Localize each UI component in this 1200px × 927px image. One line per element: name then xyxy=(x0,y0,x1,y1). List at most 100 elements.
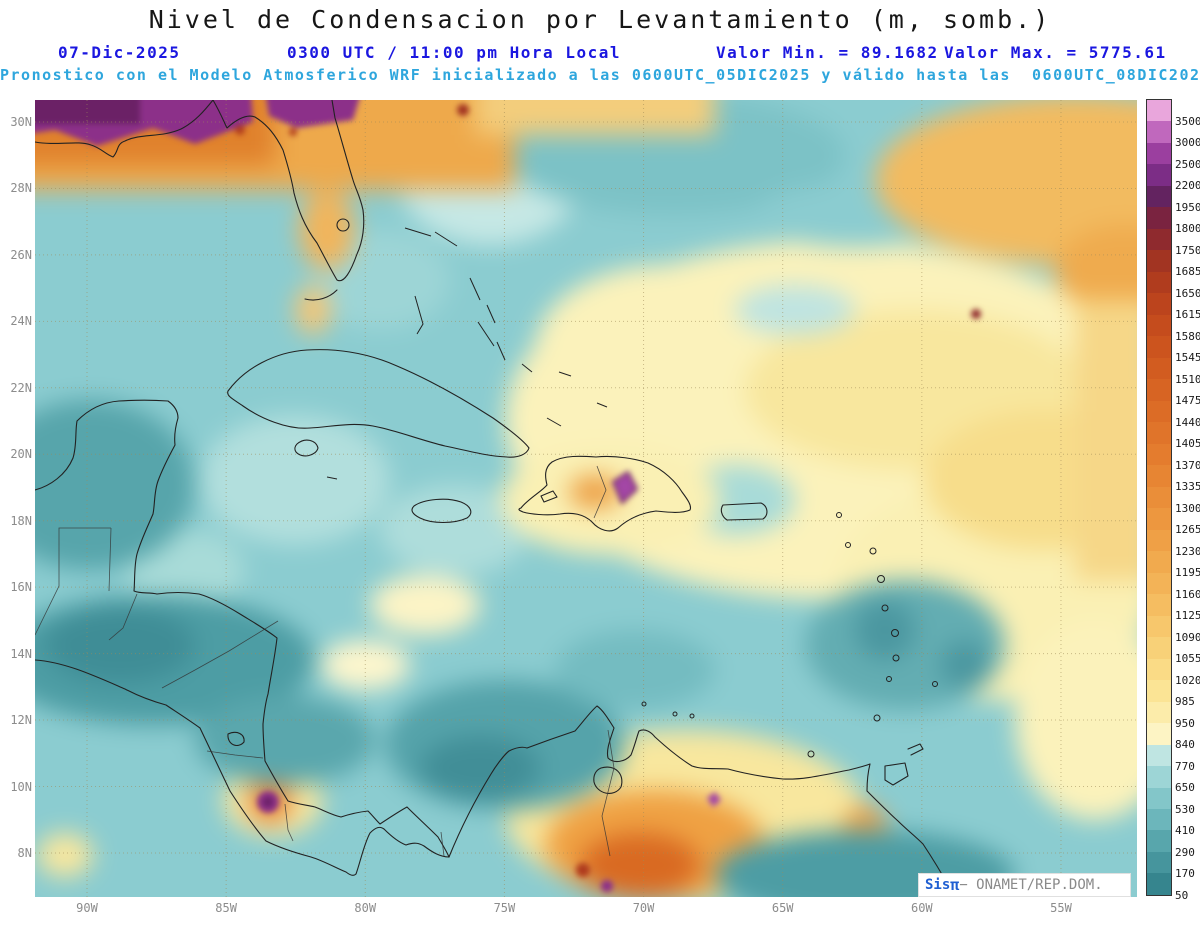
colorbar-level-label: 1230 xyxy=(1175,544,1200,558)
forecast-date: 07-Dic-2025 xyxy=(58,43,181,62)
colorbar-level-label: 1405 xyxy=(1175,437,1200,451)
colorbar-level-label: 950 xyxy=(1175,716,1195,730)
colorbar-level-label: 170 xyxy=(1175,867,1195,880)
colorbar-level-label: 1300 xyxy=(1175,501,1200,515)
colorbar-segment xyxy=(1147,508,1171,530)
longitude-tick-label: 80W xyxy=(354,901,377,915)
colorbar-level-label: 2500 xyxy=(1175,157,1200,171)
colorbar-segment xyxy=(1147,594,1171,616)
latitude-tick-label: 16N xyxy=(10,580,32,595)
watermark-agency: − ONAMET/REP.DOM. xyxy=(959,877,1103,893)
colorbar-level-label: 1335 xyxy=(1175,480,1200,494)
lcl-field-layer xyxy=(35,100,1137,897)
colorbar-segment xyxy=(1147,100,1171,122)
colorbar-segment xyxy=(1147,680,1171,702)
longitude-tick-label: 65W xyxy=(771,901,794,915)
colorbar-level-label: 1750 xyxy=(1175,243,1200,257)
latitude-tick-label: 18N xyxy=(10,513,32,528)
colorbar-level-label: 1545 xyxy=(1175,351,1200,365)
colorbar-level-label: 1265 xyxy=(1175,523,1200,537)
latitude-tick-label: 10N xyxy=(10,779,32,794)
colorbar-segment xyxy=(1147,336,1171,358)
colorbar-level-label: 1195 xyxy=(1175,566,1200,580)
colorbar-segment xyxy=(1147,379,1171,401)
colorbar-segment xyxy=(1147,551,1171,573)
value-max-label: Valor Max. = 5775.61 xyxy=(944,43,1167,62)
colorbar-segment xyxy=(1147,185,1171,208)
colorbar-segment xyxy=(1147,572,1171,595)
colorbar-labels: 3500 3000 2500 2200 1950 1800 1750 1685 1650 1615… xyxy=(1175,100,1200,902)
lcl-maxima-layer xyxy=(35,100,981,892)
colorbar-level-label: 3500 xyxy=(1175,114,1200,128)
islands-layer xyxy=(326,227,938,758)
colorbar-level-label: 985 xyxy=(1175,695,1195,709)
colorbar-level-label: 3000 xyxy=(1175,136,1200,150)
colorbar-segment xyxy=(1147,701,1171,724)
colorbar-segment xyxy=(1147,164,1171,186)
colorbar-level-label: 1055 xyxy=(1175,652,1200,666)
page-title: Nivel de Condensacion por Levantamiento … xyxy=(148,5,1052,34)
colorbar-segment xyxy=(1147,400,1171,423)
colorbar-level-label: 410 xyxy=(1175,824,1195,838)
colorbar-level-label: 1160 xyxy=(1175,587,1200,601)
model-run-label: Pronostico con el Modelo Atmosferico WRF… xyxy=(0,66,1200,84)
latitude-tick-label: 28N xyxy=(10,181,32,196)
colorbar-segment xyxy=(1147,465,1171,487)
colorbar-segment xyxy=(1147,529,1171,552)
watermark: Sis π − ONAMET/REP.DOM. xyxy=(918,873,1131,897)
colorbar-segment xyxy=(1147,851,1171,874)
colorbar-segment xyxy=(1147,486,1171,509)
colorbar-segment xyxy=(1147,314,1171,337)
colorbar-level-label: 1800 xyxy=(1175,222,1200,236)
colorbar-level-label: 1650 xyxy=(1175,286,1200,300)
colorbar-level-label: 2200 xyxy=(1175,179,1200,193)
latitude-tick-label: 24N xyxy=(10,314,32,329)
latitude-tick-label: 30N xyxy=(10,115,32,129)
colorbar-level-label: 50 xyxy=(1175,888,1189,902)
colorbar-segment xyxy=(1147,637,1171,659)
longitude-tick-label: 60W xyxy=(910,901,933,915)
borders-layer xyxy=(35,465,615,857)
latitude-tick-label: 8N xyxy=(17,845,32,860)
colorbar-level-label: 1510 xyxy=(1175,372,1200,386)
colorbar-segment xyxy=(1147,808,1171,831)
longitude-tick-label: 70W xyxy=(632,901,655,915)
colorbar-segment xyxy=(1147,357,1171,380)
longitude-tick-label: 55W xyxy=(1050,901,1072,915)
colorbar-segment xyxy=(1147,744,1171,767)
colorbar-segment xyxy=(1147,142,1171,165)
value-min-label: Valor Min. = 89.1682 xyxy=(716,43,939,62)
forecast-time: 0300 UTC / 11:00 pm Hora Local xyxy=(287,43,621,62)
longitude-tick-label: 85W xyxy=(215,901,237,915)
colorbar-level-label: 1370 xyxy=(1175,458,1200,472)
colorbar-segment xyxy=(1147,293,1171,315)
colorbar-segment xyxy=(1147,207,1171,229)
coastlines-layer xyxy=(35,100,963,897)
colorbar-segment xyxy=(1147,723,1171,745)
colorbar-segment xyxy=(1147,658,1171,681)
colorbar-level-label: 770 xyxy=(1175,759,1195,773)
colorbar-segment xyxy=(1147,121,1171,143)
colorbar-segment xyxy=(1147,830,1171,852)
colorbar-segment xyxy=(1147,271,1171,294)
colorbar-level-label: 1615 xyxy=(1175,308,1200,322)
latlon-grid xyxy=(35,100,1137,897)
colorbar-level-label: 1020 xyxy=(1175,673,1200,687)
pi-icon: π xyxy=(950,876,960,894)
longitude-tick-label: 90W xyxy=(76,901,98,915)
colorbar-level-label: 1685 xyxy=(1175,265,1200,279)
latitude-tick-label: 14N xyxy=(10,646,32,661)
colorbar-level-label: 530 xyxy=(1175,802,1195,816)
latitude-tick-label: 12N xyxy=(10,713,32,728)
latitude-tick-label: 26N xyxy=(10,247,32,262)
colorbar-level-label: 290 xyxy=(1175,845,1195,859)
latitude-tick-label: 22N xyxy=(10,380,32,395)
colorbar-level-label: 1950 xyxy=(1175,200,1200,214)
watermark-brand: Sis xyxy=(925,877,951,893)
colorbar-segment xyxy=(1147,422,1171,444)
latitude-tick-label: 20N xyxy=(10,447,32,462)
colorbar-swatches xyxy=(1146,99,1172,896)
longitude-tick-label: 75W xyxy=(493,901,516,915)
colorbar-segment xyxy=(1147,443,1171,466)
colorbar-segment xyxy=(1147,615,1171,638)
